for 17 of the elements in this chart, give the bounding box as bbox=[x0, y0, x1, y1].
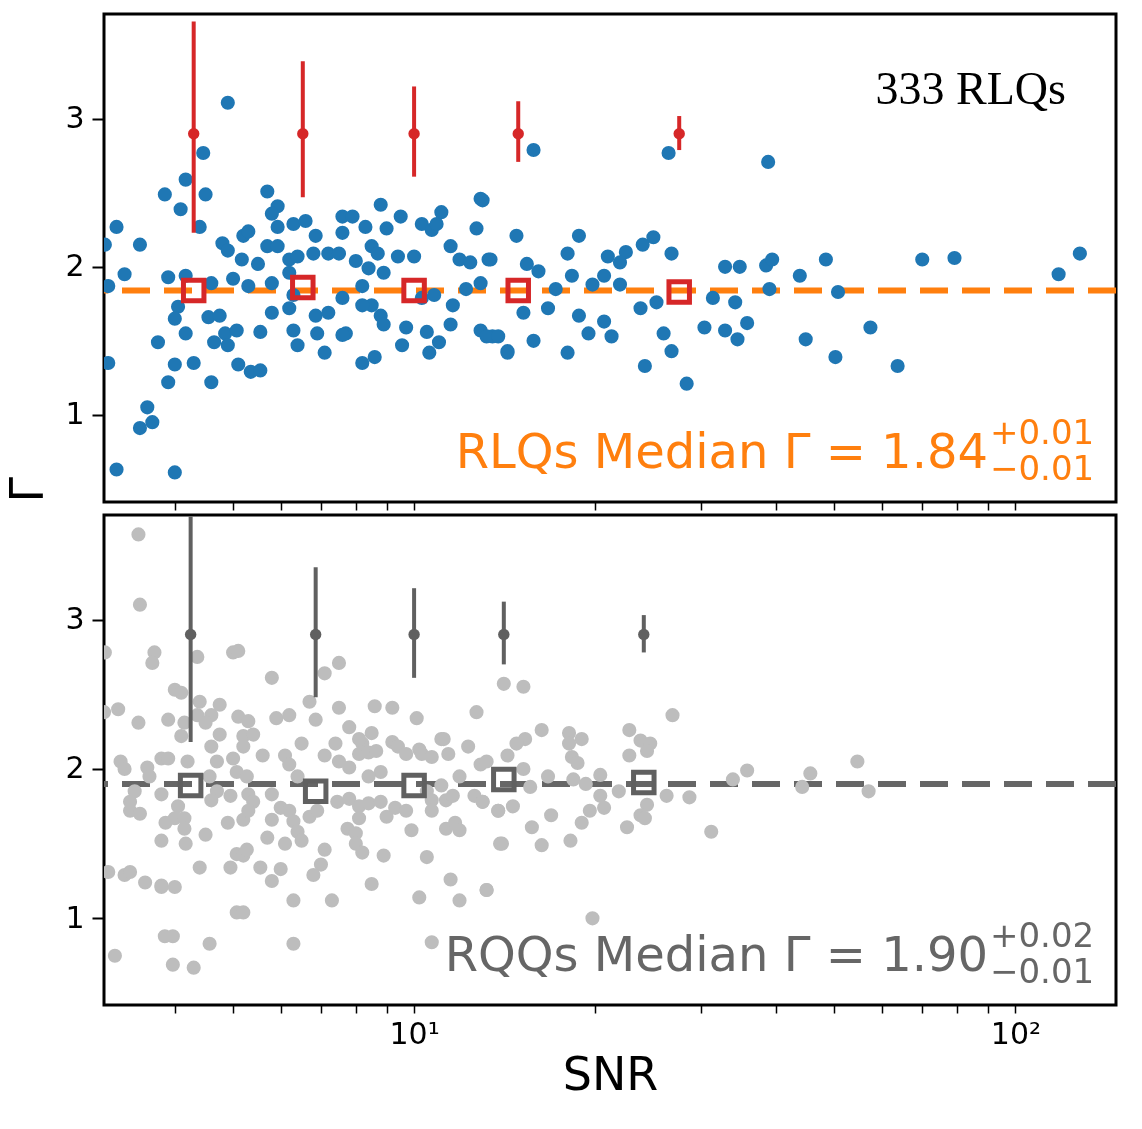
y-tick-label: 3 bbox=[65, 100, 85, 136]
y-tick-label: 2 bbox=[65, 248, 85, 284]
point bbox=[297, 128, 309, 140]
y-tick-label: 2 bbox=[65, 750, 85, 786]
x-axis-title: SNR bbox=[562, 1046, 659, 1101]
point bbox=[290, 274, 316, 301]
point bbox=[401, 277, 427, 304]
point bbox=[187, 128, 200, 140]
point bbox=[408, 128, 420, 140]
y-axis-title: Γ bbox=[0, 476, 55, 503]
x-tick-label: 10² bbox=[990, 1015, 1041, 1051]
annotation: 333 RLQs bbox=[875, 63, 1066, 114]
x-tick-label: 10¹ bbox=[389, 1015, 440, 1051]
y-tick-label: 3 bbox=[65, 601, 85, 637]
y-tick-label: 1 bbox=[65, 899, 85, 935]
point bbox=[180, 277, 207, 304]
y-tick-label: 1 bbox=[65, 396, 85, 432]
